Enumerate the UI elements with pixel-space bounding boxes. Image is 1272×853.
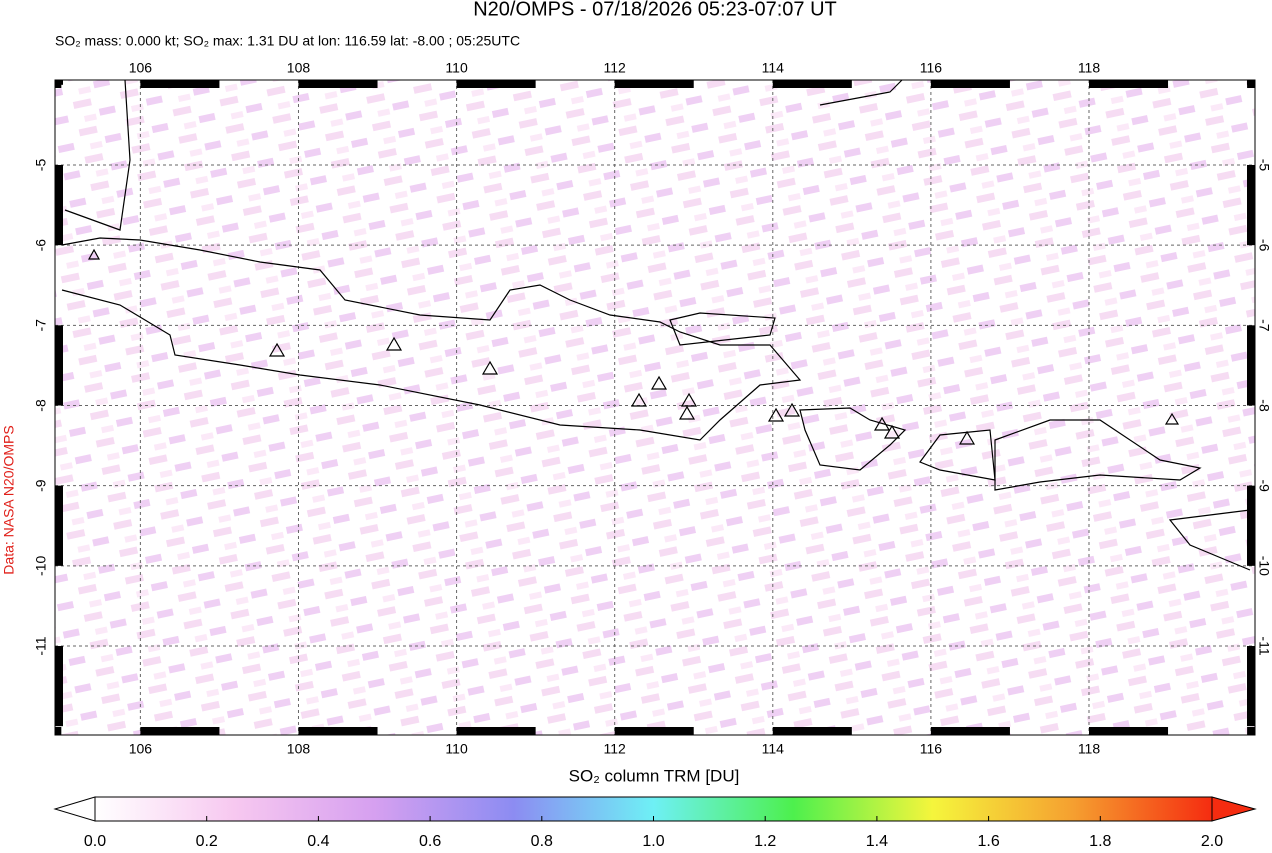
colorbar-tick-label: 1.2 <box>754 833 776 850</box>
lat-label-right: -9 <box>1256 479 1272 492</box>
lon-label-top: 108 <box>287 60 311 76</box>
frame-segment <box>55 80 63 85</box>
frame-segment <box>1247 727 1255 735</box>
lon-label-top: 112 <box>604 60 627 76</box>
lat-label-left: -9 <box>33 479 49 492</box>
lat-label-left: -8 <box>33 399 49 412</box>
title: N20/OMPS - 07/18/2026 05:23-07:07 UT <box>473 0 837 20</box>
lombok-coast <box>919 429 996 481</box>
frame-segment <box>456 80 536 88</box>
frame-segment <box>140 727 220 735</box>
frame-segment <box>55 727 62 735</box>
map-frame <box>54 79 1256 736</box>
lon-label-top: 116 <box>920 60 943 76</box>
colorbar-tick-label: 0.8 <box>531 833 553 850</box>
colorbar-under <box>53 796 96 822</box>
sumbawa-coast <box>994 419 1202 491</box>
frame-segment <box>298 80 378 88</box>
colorbar-tick-label: 0.0 <box>84 833 106 850</box>
frame-segment <box>930 727 1010 735</box>
bali-coast <box>799 407 907 471</box>
lon-label-bottom: 114 <box>762 741 785 757</box>
frame-segment <box>140 80 220 88</box>
kalimantan-coast <box>819 79 903 106</box>
colorbar-tick-label: 0.4 <box>307 833 329 850</box>
java-coast <box>61 237 802 441</box>
frame-segment <box>55 325 63 406</box>
colorbar-over <box>1211 796 1257 822</box>
lon-label-top: 114 <box>762 60 785 76</box>
colorbar-tick-label: 1.4 <box>866 833 888 850</box>
frame-segment <box>772 727 852 735</box>
frame-segment <box>55 164 63 246</box>
frame-segment <box>614 80 694 88</box>
map-texture <box>55 80 1255 735</box>
lat-label-left: -7 <box>33 319 49 332</box>
lat-label-right: -7 <box>1256 319 1272 332</box>
lon-label-top: 106 <box>129 60 153 76</box>
colorbar-tick-label: 2.0 <box>1201 833 1223 850</box>
colorbar-tick-label: 1.6 <box>977 833 999 850</box>
lat-label-left: -6 <box>33 239 49 252</box>
sumba-coast <box>1168 509 1251 571</box>
lon-label-bottom: 116 <box>920 741 943 757</box>
lon-label-bottom: 106 <box>129 741 153 757</box>
lat-label-right: -11 <box>1256 636 1272 655</box>
colorbar-tick-label: 1.8 <box>1089 833 1111 850</box>
sumatra-coast <box>64 79 131 231</box>
frame-segment <box>55 485 63 566</box>
lon-label-bottom: 118 <box>1078 741 1101 757</box>
frame-segment <box>1247 485 1255 566</box>
volcano-markers <box>87 248 1180 445</box>
colorbar-label: SO₂ column TRM [DU] <box>569 766 740 785</box>
grid <box>55 80 1255 735</box>
lat-label-right: -10 <box>1256 556 1272 576</box>
volcanoes <box>87 248 1180 445</box>
frame-segment <box>1088 727 1169 735</box>
colorbar-tick-label: 0.6 <box>419 833 441 850</box>
lat-label-left: -10 <box>33 556 49 576</box>
frame-segment <box>930 80 1010 88</box>
axes: 106 106 108 108 110 110 112 112 114 114 116 116 118 1… <box>33 60 1272 757</box>
lon-label-bottom: 112 <box>604 741 627 757</box>
madura-coast <box>669 312 776 346</box>
coastlines <box>61 79 1251 571</box>
lon-label-bottom: 108 <box>287 741 311 757</box>
credit: Data: NASA N20/OMPS <box>1 425 17 574</box>
lat-label-right: -8 <box>1256 399 1272 412</box>
frame-segment <box>1247 325 1255 406</box>
frame-segment <box>1247 80 1255 85</box>
frame-border <box>54 79 1256 736</box>
lat-label-left: -5 <box>33 159 49 172</box>
frame-segment <box>614 727 694 735</box>
frame-segment <box>1247 164 1255 246</box>
lon-label-top: 110 <box>445 60 468 76</box>
frame-segment <box>298 727 378 735</box>
frame-segment <box>456 727 536 735</box>
frame-segment <box>1088 80 1169 88</box>
lat-label-right: -5 <box>1256 159 1272 172</box>
subtitle: SO₂ mass: 0.000 kt; SO₂ max: 1.31 DU at … <box>55 33 520 49</box>
lon-label-top: 118 <box>1078 60 1101 76</box>
lat-label-right: -6 <box>1256 239 1272 252</box>
frame-segment <box>55 646 63 727</box>
colorbar-tick-label: 1.0 <box>642 833 664 850</box>
frame-segment <box>772 80 852 88</box>
colorbar: 0.0 0.2 0.4 0.6 0.8 1.0 1.2 1.4 1.6 1.8 2.0 <box>53 796 1257 850</box>
frame-segment <box>1247 646 1255 727</box>
lon-label-bottom: 110 <box>445 741 468 757</box>
colorbar-tick-label: 0.2 <box>196 833 218 850</box>
lat-label-left: -11 <box>33 636 49 655</box>
